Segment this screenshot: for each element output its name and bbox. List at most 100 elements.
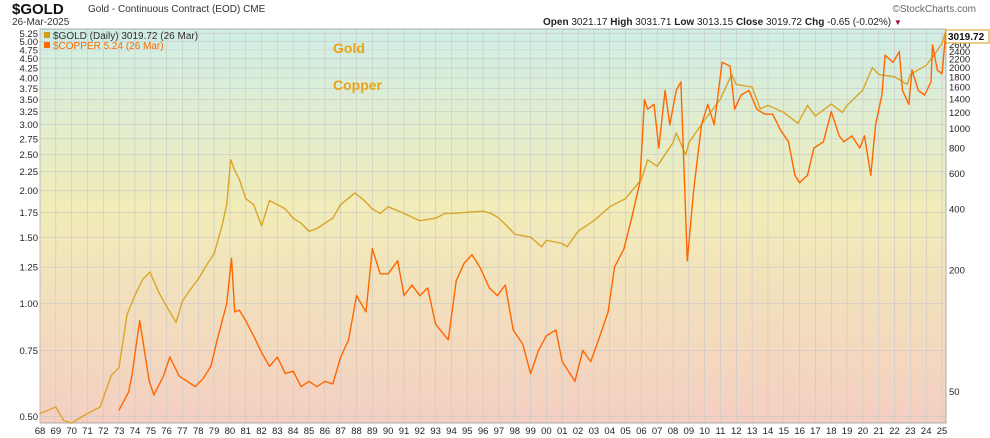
data-point-gold [624,198,627,200]
x-tick-label: 73 [114,426,125,437]
legend-swatch-copper [44,42,50,48]
data-point-gold [450,212,453,214]
right-tick-label: 800 [949,144,965,155]
left-tick-label: 1.25 [20,263,39,274]
data-point-gold [878,73,880,75]
data-point-copper [924,94,926,96]
data-point-copper [658,147,660,149]
x-tick-label: 11 [716,426,726,437]
data-point-copper [128,391,130,393]
data-point-gold [99,406,101,408]
x-tick-label: 77 [177,426,188,437]
data-point-copper [340,356,342,358]
data-point-copper [721,61,723,63]
description-text: Gold - Continuous Contract (EOD) [88,4,241,15]
data-point-gold [189,288,191,291]
data-point-copper [756,108,758,110]
x-tick-label: 08 [668,426,679,437]
data-point-gold [640,178,643,180]
data-point-copper [284,373,286,375]
data-point-copper [387,273,389,275]
data-point-copper [643,99,646,101]
data-point-gold [688,142,690,144]
chart-description: Gold - Continuous Contract (EOD) CME [88,4,265,15]
data-point-gold [379,212,381,214]
data-point-gold [221,225,223,227]
data-point-gold [854,97,856,99]
data-point-copper [504,284,506,286]
data-point-gold [300,222,302,224]
data-point-copper [851,135,853,137]
data-point-copper [830,111,832,113]
data-point-copper [230,257,233,259]
legend: $GOLD (Daily) 3019.72 (26 Mar) $COPPER 5… [44,31,198,52]
x-tick-label: 96 [478,426,489,437]
x-tick-label: 99 [525,426,536,437]
data-point-copper [740,94,742,96]
data-point-copper [574,380,576,382]
data-point-gold [830,103,832,105]
data-point-copper [729,65,731,67]
x-tick-label: 23 [905,426,916,437]
data-point-copper [680,81,682,83]
data-point-gold [530,236,532,238]
x-tick-label: 68 [35,426,46,437]
x-tick-label: 03 [589,426,600,437]
ohlc-readout: Open 3021.17 High 3031.71 Low 3013.15 Cl… [543,17,902,28]
data-point-gold [371,208,373,210]
x-tick-label: 70 [66,426,77,437]
data-point-copper [875,124,877,126]
legend-gold: $GOLD (Daily) 3019.72 (26 Mar) [53,31,198,42]
series-line-copper [118,33,947,411]
data-point-gold [514,233,516,235]
data-point-copper [590,361,592,363]
chg-value: -0.65 (-0.02%) [827,17,892,28]
data-point-copper [843,141,845,143]
open-label: Open [543,17,569,28]
data-point-gold [490,212,492,214]
data-point-gold [197,278,199,280]
x-tick-label: 00 [541,426,552,437]
data-point-copper [734,108,736,110]
data-point-copper [186,380,188,382]
x-tick-label: 76 [161,426,172,437]
x-tick-label: 82 [256,426,267,437]
data-point-copper [813,147,815,149]
brand-watermark: ©StockCharts.com [892,4,976,15]
data-point-gold [268,200,271,202]
data-point-gold [55,406,57,408]
data-point-copper [623,248,625,250]
data-point-copper [276,356,278,358]
data-point-gold [482,210,484,212]
data-point-copper [194,386,196,388]
data-point-copper [118,409,120,411]
data-point-copper [463,262,465,264]
data-point-copper [799,182,801,184]
right-tick-label: 2000 [949,63,970,74]
data-point-copper [419,295,421,297]
data-point-copper [447,339,449,341]
data-point-gold [871,66,874,69]
data-point-copper [870,174,872,176]
data-point-copper [700,124,703,126]
left-tick-label: 4.50 [20,54,39,65]
x-tick-label: 01 [557,426,568,437]
left-tick-label: 2.50 [20,150,39,161]
x-tick-label: 17 [810,426,821,437]
data-point-copper [148,380,150,382]
data-point-copper [292,370,294,372]
data-point-copper [455,280,457,282]
data-point-gold [276,204,278,206]
data-point-copper [131,375,133,377]
data-point-copper [479,266,481,268]
x-tick-label: 84 [288,426,299,437]
data-point-copper [931,44,934,46]
data-point-gold [126,314,128,316]
data-point-copper [261,351,263,354]
chart-symbol: $GOLD [12,1,64,18]
x-tick-label: 93 [430,426,441,437]
right-tick-label: 1400 [949,94,970,105]
right-axis-ticks: 50 200 400 600 800 1000 1200 140016001800200022… [949,33,970,398]
data-point-gold [846,104,848,106]
data-point-copper [639,182,641,184]
